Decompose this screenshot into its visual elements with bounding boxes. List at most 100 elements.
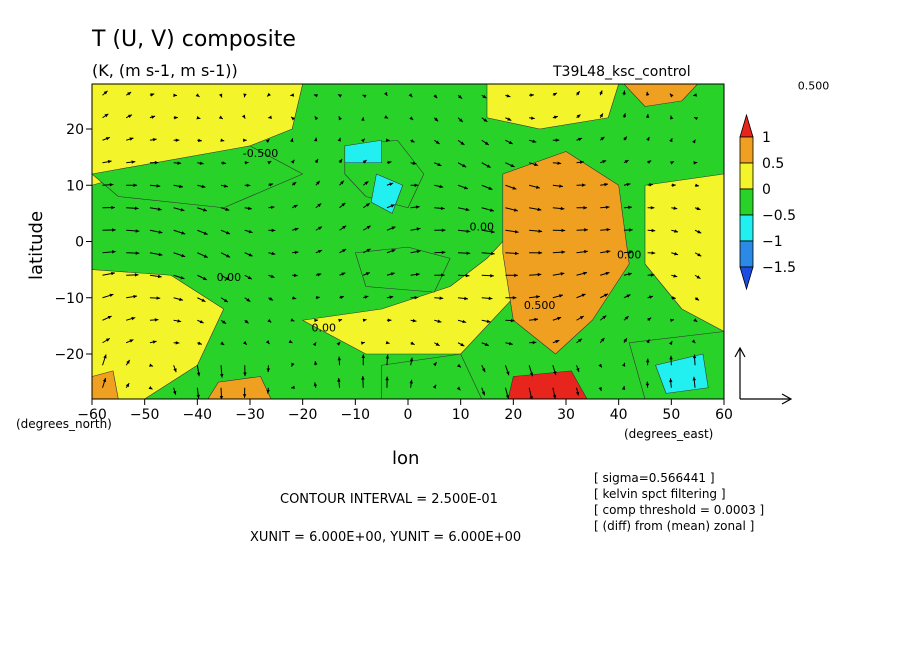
wind-vector-head-243 [514,273,518,278]
contour-fill-regions [92,84,724,399]
x-tick-label-7: 10 [452,407,470,423]
wind-vector-head-223 [458,94,463,99]
x-axis-ticks: −60 −50 −40 −30 −20 −10 0 10 20 30 40 50 60 [77,399,733,423]
wind-vector-head-362 [693,117,698,121]
wind-vector-head-169 [385,354,390,359]
colorbar-segment-3 [739,214,754,242]
wind-vector-head-295 [598,363,602,368]
wind-vector-head-12 [104,113,109,118]
wind-vector-head-248 [510,163,515,168]
wind-vector-head-74 [223,298,228,303]
wind-vector-head-239 [506,371,510,376]
wind-vector-head-20 [135,251,140,255]
wind-vector-head-227 [486,319,491,324]
wind-vector-head-99 [266,368,271,373]
wind-vector-head-110 [268,115,272,119]
contour-region-9 [381,353,483,399]
wind-vector-head-225 [481,368,486,373]
wind-vector-head-197 [433,362,437,367]
x-tick-label-2: −40 [183,407,213,423]
wind-vector-head-168 [385,376,389,381]
wind-vector-head-21 [135,229,140,233]
wind-vector-head-196 [432,384,437,389]
wind-vector-head-39 [152,137,157,142]
wind-vector-head-216 [466,251,471,255]
wind-vector-head-156 [360,341,365,345]
wind-vector-head-184 [410,341,415,345]
wind-vector-head-57 [196,372,201,377]
wind-vector-head-351 [692,354,697,359]
wind-vector-head-45 [177,319,182,323]
wind-vector-head-46 [179,297,183,302]
contour-label-4: 0.00 [217,271,242,284]
wind-vector-head-265 [530,93,534,97]
y-axis-ticks: 20 10 0 −10 −20 [54,122,92,363]
wind-vector-head-28 [148,385,153,390]
wind-vector-head-336 [669,378,673,383]
wind-vector-head-270 [558,294,563,298]
wind-vector-head-44 [175,341,180,345]
contour-region-15 [207,376,272,399]
y-tick-label-3: −10 [54,291,84,307]
wind-vector-head-19 [134,273,139,277]
wind-vector-head-49 [181,231,186,235]
wind-vector-head-283 [579,316,584,320]
wind-vector-head-162 [365,203,370,207]
wind-vector-head-228 [488,296,493,301]
wind-vector-head-88 [246,298,251,302]
wind-vector-head-56 [196,394,200,399]
wind-vector-head-301 [606,227,611,232]
wind-vector-head-258 [538,251,543,255]
wind-vector-head-123 [290,138,294,143]
wind-vector-head-260 [537,207,542,212]
wind-vector-head-146 [342,249,347,253]
wind-vector-head-172 [389,295,394,299]
wind-vector-head-129 [314,318,319,323]
wind-vector-head-171 [387,318,392,322]
wind-vector-head-73 [222,320,227,324]
colorbar-label-3: −0.5 [762,208,796,224]
wind-vector-head-335 [645,91,650,96]
wind-vector-head-136 [314,159,319,164]
wind-vector-head-290 [579,160,584,164]
wind-vector-head-307 [599,90,603,95]
contour-labels: 0.500 -0.500 0.00 0.00 0.00 0.500 0.00 [217,80,830,335]
wind-vector-head-308 [621,386,626,390]
wind-vector-head-319 [623,136,627,141]
note-diff: [ (diff) from (mean) zonal ] [594,519,754,533]
wind-vector-head-167 [362,94,367,99]
wind-vector-head-175 [391,226,396,230]
wind-vector-head-144 [339,295,344,300]
wind-vector-head-142 [336,341,341,346]
contour-region-12 [370,173,404,214]
wind-vectors [102,90,702,399]
wind-vector-head-92 [247,206,252,211]
wind-vector-head-180 [384,115,389,119]
wind-vector-head-124 [291,116,296,121]
wind-vector-head-93 [246,183,251,188]
wind-vector-head-282 [578,338,582,343]
wind-vector-head-340 [672,296,676,300]
wind-vector-head-32 [156,296,161,300]
wind-vector-head-31 [154,318,159,322]
colorbar-label-0: 1 [762,130,771,146]
wind-vector-head-346 [670,161,675,165]
wind-vector-head-42 [173,390,177,395]
wind-vector-head-27 [127,92,132,96]
wind-vector-head-185 [412,318,417,323]
wind-vector-head-321 [622,90,626,95]
wind-vector-head-267 [553,371,557,376]
colorbar-segment-0 [739,136,754,164]
wind-vector-head-83 [218,93,223,98]
wind-vector-head-102 [269,297,274,301]
wind-vector-head-40 [151,115,156,119]
wind-vector-head-18 [133,294,138,299]
wind-vector-head-233 [488,186,493,190]
wind-vector-head-173 [390,272,395,276]
wind-vector-head-241 [510,318,515,323]
wind-vector-head-304 [602,160,607,164]
wind-vector-head-271 [560,272,565,276]
wind-vector-head-226 [484,342,489,346]
wind-vector-head-17 [131,316,136,321]
wind-vector-head-177 [389,182,394,186]
